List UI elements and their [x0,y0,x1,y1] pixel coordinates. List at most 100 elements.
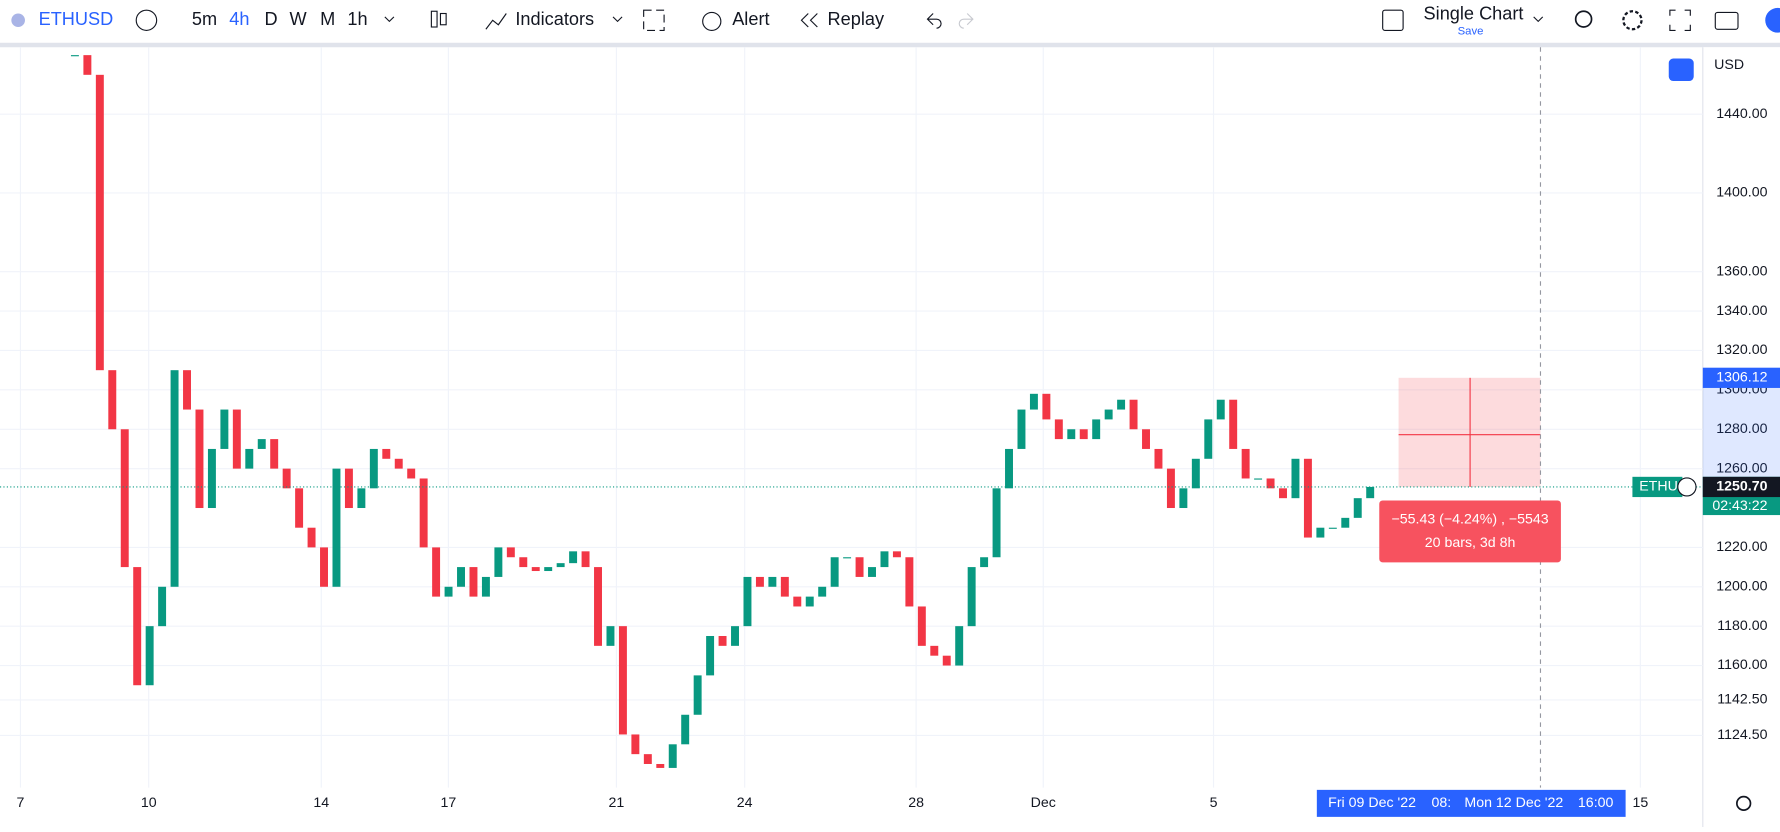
candle [183,370,191,410]
measure-tooltip [1379,500,1561,563]
candle [1328,527,1337,529]
x-tick-label: 14 [313,794,329,810]
candle [1104,409,1113,420]
layout-dropdown[interactable] [1533,16,1544,23]
candle [419,478,428,548]
interval[interactable]: 5m [192,9,217,29]
candle [631,734,640,755]
y-tick-label: 1200.00 [1716,578,1767,594]
candle [270,439,279,469]
x-tick-label: 17 [441,794,457,810]
crosshair-date: Fri 09 Dec '22 [1328,794,1416,810]
candle [706,636,715,676]
undo-button[interactable] [926,13,942,29]
date-range-label [1316,789,1626,817]
candle [1154,448,1163,469]
indicators-dropdown[interactable] [612,16,623,23]
symbol-label: ETHU [1639,478,1678,494]
candle [1353,498,1362,518]
candle [618,626,627,735]
alert-icon [702,11,722,31]
chart-type-button[interactable] [430,10,438,28]
interval[interactable]: M [320,9,335,29]
candle [1266,478,1275,489]
candle [1191,458,1200,489]
candle [1042,393,1051,420]
search-button[interactable] [1574,10,1593,28]
toolbar [0,0,1780,43]
symbol[interactable]: ETHUSD [39,9,114,29]
interval[interactable]: 1h [347,9,367,29]
layout-button[interactable]: Single Chart [1424,3,1524,23]
candle [481,576,490,597]
candle [195,409,204,509]
measure-top-label: 1306.12 [1716,369,1767,385]
candle [207,448,216,509]
candle [133,567,142,686]
interval[interactable]: W [289,9,306,29]
user-avatar[interactable] [1765,7,1780,33]
compare-button[interactable] [135,9,158,31]
candle [407,468,416,479]
candle [594,567,602,646]
candle [357,488,366,509]
add-button [1677,477,1697,497]
auto-scale-button[interactable] [1668,58,1694,82]
candle [556,563,565,568]
alert-button[interactable]: Alert [732,9,769,29]
candle [743,576,752,627]
toolbar-border [0,42,1780,48]
y-tick-label: 1440.00 [1716,105,1767,121]
replay-button[interactable]: Replay [828,9,885,29]
snapshot-button[interactable] [1714,11,1739,30]
indicators-icon [485,13,507,30]
candle [95,74,104,371]
candle [880,551,889,568]
save-button[interactable]: Save [1458,26,1484,38]
candle [145,626,154,686]
candle [1303,458,1312,538]
candle [1254,478,1263,480]
candle [1005,448,1013,489]
fullscreen-button[interactable] [1669,9,1691,31]
measure-bars: 20 bars, 3d 8h [1425,534,1516,550]
candle [531,567,540,572]
candle [70,55,79,57]
candle [843,557,852,559]
plot: 1440.001400.001360.001340.001320.001300.… [0,47,1780,828]
candle [1229,399,1238,449]
templates-button[interactable] [643,9,665,31]
interval-dropdown[interactable] [384,16,395,23]
candle [1291,458,1300,499]
candle [656,763,665,768]
candle [992,488,1001,558]
candle [457,567,465,587]
axis-settings[interactable] [1736,795,1752,811]
candle [942,655,951,666]
symbol-label-bg [1632,476,1683,498]
candle [643,754,652,764]
candle [1029,393,1038,410]
candle [718,636,727,646]
candle [980,557,989,568]
candle [1142,429,1150,449]
candle [1117,399,1126,410]
settings-button[interactable] [1622,10,1643,31]
interval[interactable]: D [265,9,278,29]
currency[interactable]: USD [1714,56,1744,72]
candle [494,547,503,577]
price-range-highlight [1702,377,1780,487]
indicators-button[interactable]: Indicators [515,9,594,29]
candle [232,409,241,469]
candle [1241,448,1250,479]
y-tick-label: 1360.00 [1716,263,1767,279]
interval[interactable]: 4h [229,9,249,29]
y-tick-label: 1320.00 [1716,341,1767,357]
y-tick-label: 1400.00 [1716,184,1767,200]
redo-button[interactable] [958,13,974,29]
candle [1204,419,1213,459]
candle [245,448,254,469]
y-tick-label: 1160.00 [1717,656,1767,672]
chart-type-button-part [439,12,447,26]
